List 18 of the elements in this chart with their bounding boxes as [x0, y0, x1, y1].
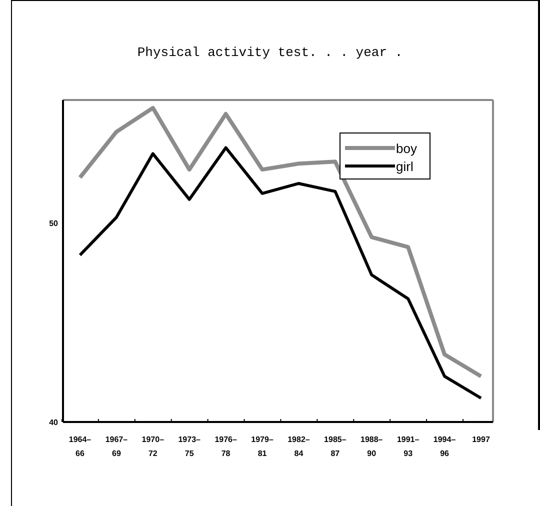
legend-label: girl	[396, 159, 414, 174]
chart-title: Physical activity test. . . year .	[137, 45, 403, 60]
y-tick-label: 50	[49, 219, 59, 228]
legend-label: boy	[396, 141, 418, 156]
x-tick-label: 1988–90	[360, 435, 384, 458]
x-tick-label: 1973–75	[178, 435, 202, 458]
x-tick-label: 1991–93	[396, 435, 420, 458]
y-tick-label: 40	[49, 418, 59, 427]
x-tick-label: 1964–66	[68, 435, 92, 458]
x-tick-label: 1982–84	[288, 435, 310, 458]
x-tick-label: 1967–69	[105, 435, 128, 458]
x-tick-label: 1976–78	[214, 435, 238, 458]
x-tick-label: 1994–96	[433, 435, 456, 458]
line-series	[78, 106, 483, 378]
x-tick-label: 1997	[472, 435, 490, 444]
x-tick-label: 1985–87	[324, 435, 347, 458]
x-tick-label: 1970–72	[142, 435, 165, 458]
x-tick-label: 1979–81	[251, 435, 274, 458]
